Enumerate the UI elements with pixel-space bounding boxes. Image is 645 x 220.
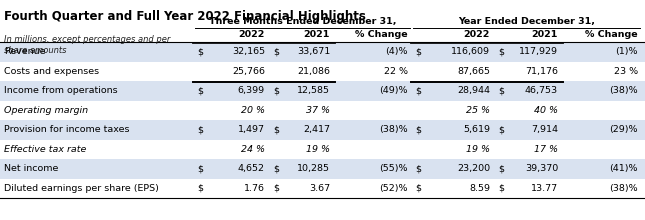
Text: $: $: [415, 164, 421, 173]
Text: 12,585: 12,585: [297, 86, 330, 95]
Text: (29)%: (29)%: [610, 125, 638, 134]
Text: $: $: [273, 184, 279, 193]
Text: 25,766: 25,766: [232, 67, 265, 76]
Text: $: $: [273, 47, 279, 56]
Text: 2021: 2021: [531, 30, 558, 39]
Text: 19 %: 19 %: [306, 145, 330, 154]
Text: 32,165: 32,165: [232, 47, 265, 56]
Text: % Change: % Change: [586, 30, 638, 39]
Text: 7,914: 7,914: [531, 125, 558, 134]
Text: 4,652: 4,652: [238, 164, 265, 173]
Text: 39,370: 39,370: [525, 164, 558, 173]
Text: Net income: Net income: [4, 164, 59, 173]
Text: (4)%: (4)%: [386, 47, 408, 56]
Text: $: $: [197, 125, 203, 134]
Text: 37 %: 37 %: [306, 106, 330, 115]
Text: 13.77: 13.77: [531, 184, 558, 193]
Text: Provision for income taxes: Provision for income taxes: [4, 125, 130, 134]
Text: 10,285: 10,285: [297, 164, 330, 173]
Text: 40 %: 40 %: [534, 106, 558, 115]
Text: 20 %: 20 %: [241, 106, 265, 115]
Text: 28,944: 28,944: [457, 86, 490, 95]
Text: 3.67: 3.67: [309, 184, 330, 193]
Text: 25 %: 25 %: [466, 106, 490, 115]
Text: 117,929: 117,929: [519, 47, 558, 56]
Text: $: $: [415, 184, 421, 193]
Text: Fourth Quarter and Full Year 2022 Financial Highlights: Fourth Quarter and Full Year 2022 Financ…: [4, 10, 366, 23]
Text: $: $: [498, 184, 504, 193]
Text: (1)%: (1)%: [615, 47, 638, 56]
Text: $: $: [197, 86, 203, 95]
Bar: [0, 81, 645, 101]
Text: Year Ended December 31,: Year Ended December 31,: [458, 17, 595, 26]
Text: $: $: [197, 164, 203, 173]
Text: Effective tax rate: Effective tax rate: [4, 145, 86, 154]
Text: 2021: 2021: [304, 30, 330, 39]
Text: $: $: [415, 86, 421, 95]
Text: 24 %: 24 %: [241, 145, 265, 154]
Text: Costs and expenses: Costs and expenses: [4, 67, 99, 76]
Text: $: $: [273, 86, 279, 95]
Text: 21,086: 21,086: [297, 67, 330, 76]
Bar: [0, 120, 645, 139]
Text: 116,609: 116,609: [451, 47, 490, 56]
Text: 1,497: 1,497: [238, 125, 265, 134]
Bar: [0, 139, 645, 159]
Text: $: $: [415, 47, 421, 56]
Bar: [0, 62, 645, 81]
Text: Diluted earnings per share (EPS): Diluted earnings per share (EPS): [4, 184, 159, 193]
Text: 2,417: 2,417: [303, 125, 330, 134]
Text: (41)%: (41)%: [610, 164, 638, 173]
Text: (38)%: (38)%: [610, 184, 638, 193]
Text: 22 %: 22 %: [384, 67, 408, 76]
Bar: [0, 159, 645, 178]
Bar: [0, 42, 645, 62]
Text: 2022: 2022: [464, 30, 490, 39]
Text: $: $: [415, 125, 421, 134]
Text: In millions, except percentages and per
share amounts: In millions, except percentages and per …: [4, 35, 170, 55]
Text: 17 %: 17 %: [534, 145, 558, 154]
Text: (38)%: (38)%: [610, 86, 638, 95]
Text: 46,753: 46,753: [525, 86, 558, 95]
Text: 23,200: 23,200: [457, 164, 490, 173]
Text: $: $: [273, 125, 279, 134]
Text: $: $: [197, 184, 203, 193]
Text: $: $: [498, 164, 504, 173]
Text: (38)%: (38)%: [379, 125, 408, 134]
Text: 33,671: 33,671: [297, 47, 330, 56]
Text: $: $: [498, 47, 504, 56]
Text: Revenue: Revenue: [4, 47, 46, 56]
Text: 8.59: 8.59: [469, 184, 490, 193]
Text: $: $: [498, 125, 504, 134]
Text: (55)%: (55)%: [379, 164, 408, 173]
Text: (49)%: (49)%: [379, 86, 408, 95]
Text: 1.76: 1.76: [244, 184, 265, 193]
Text: 71,176: 71,176: [525, 67, 558, 76]
Text: 19 %: 19 %: [466, 145, 490, 154]
Text: (52)%: (52)%: [379, 184, 408, 193]
Text: 5,619: 5,619: [463, 125, 490, 134]
Text: 23 %: 23 %: [614, 67, 638, 76]
Bar: [0, 178, 645, 198]
Text: 6,399: 6,399: [238, 86, 265, 95]
Text: $: $: [197, 47, 203, 56]
Text: 2022: 2022: [239, 30, 265, 39]
Text: Three Months Ended December 31,: Three Months Ended December 31,: [209, 17, 396, 26]
Text: $: $: [273, 164, 279, 173]
Text: % Change: % Change: [355, 30, 408, 39]
Text: Operating margin: Operating margin: [4, 106, 88, 115]
Bar: [0, 101, 645, 120]
Text: $: $: [498, 86, 504, 95]
Text: 87,665: 87,665: [457, 67, 490, 76]
Text: Income from operations: Income from operations: [4, 86, 117, 95]
